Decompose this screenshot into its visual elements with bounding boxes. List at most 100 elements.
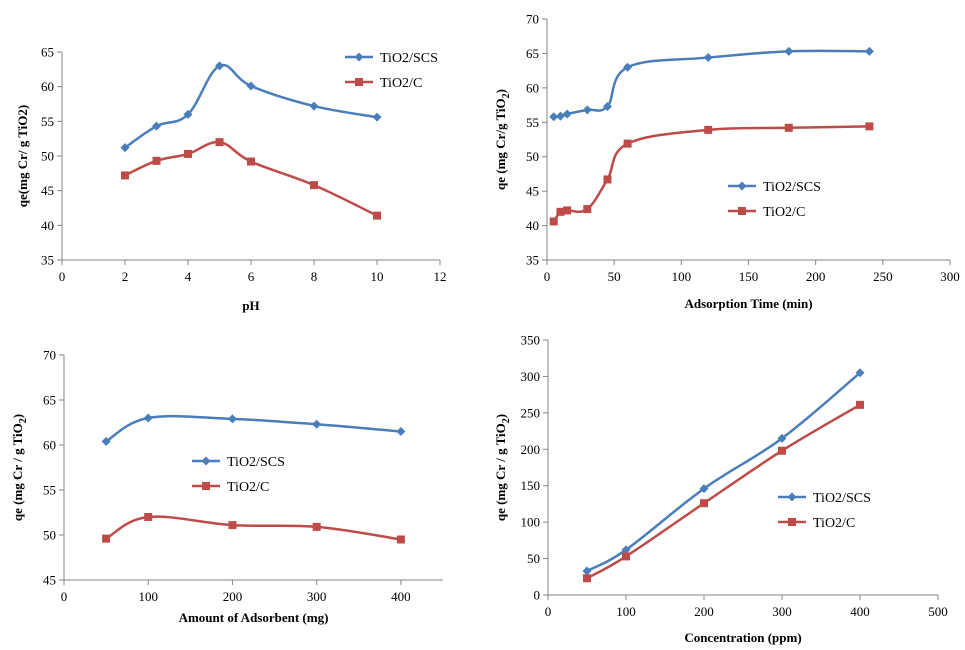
data-point <box>864 46 874 56</box>
y-tick-label: 250 <box>521 405 541 420</box>
y-tick-label: 55 <box>43 483 56 498</box>
chart-ph: 35 40 45 50 55 60 65 0 2 4 6 8 10 12 pH qe(mg Cr/ g TiO… <box>15 45 447 314</box>
series-tio2-scs <box>582 368 865 576</box>
data-point <box>184 149 192 158</box>
chart-conc: 0 50 100 150 200 250 300 350 0 100 200 300 400 500 Con… <box>493 333 948 646</box>
data-point <box>183 109 193 119</box>
y-tick-label: 55 <box>41 114 54 129</box>
data-point <box>583 205 592 214</box>
data-point <box>778 446 786 455</box>
x-tick-label: 200 <box>223 589 243 604</box>
data-point <box>583 574 591 583</box>
data-point <box>312 522 321 531</box>
y-tick-label: 300 <box>521 369 541 384</box>
x-tick-label: 50 <box>608 269 621 284</box>
data-point <box>310 181 318 190</box>
x-tick-label: 200 <box>694 604 714 619</box>
series-tio2-scs <box>549 46 874 122</box>
data-point <box>602 101 612 111</box>
series-line <box>586 371 861 573</box>
y-tick-label: 45 <box>41 183 54 198</box>
chart-time: 35 40 45 50 55 60 65 70 0 50 100 150 200 250 300 Adsorp… <box>493 12 960 312</box>
x-tick-label: 4 <box>185 269 192 284</box>
y-tick-label: 100 <box>521 515 541 530</box>
data-point <box>582 105 592 115</box>
legend-label: TiO2/C <box>227 480 269 495</box>
y-tick-label: 200 <box>521 442 541 457</box>
y-tick-label: 60 <box>526 80 539 95</box>
data-point <box>144 513 153 521</box>
x-tick-label: 400 <box>391 589 411 604</box>
legend-label: TiO2/C <box>763 205 805 220</box>
x-tick-label: 250 <box>873 269 893 284</box>
y-tick-label: 40 <box>526 218 539 233</box>
y-axis-label-main: qe (mg Cr/g TiO <box>493 98 508 190</box>
data-point <box>373 211 381 220</box>
y-axis-label-end: ) <box>493 414 508 418</box>
legend-label: TiO2/SCS <box>813 491 871 506</box>
legend-marker <box>737 181 747 191</box>
legend-marker <box>201 456 211 466</box>
data-point <box>152 156 161 165</box>
legend-label: TiO2/C <box>813 516 855 531</box>
data-point <box>563 206 572 215</box>
x-tick-label: 400 <box>850 604 870 619</box>
x-tick-label: 6 <box>248 269 255 284</box>
y-tick-label: 0 <box>534 588 541 603</box>
y-tick-label: 50 <box>526 149 539 164</box>
y-tick-label: 50 <box>41 149 54 164</box>
data-point <box>215 138 224 147</box>
series-line <box>124 140 378 217</box>
series-tio2-c <box>102 513 405 544</box>
data-point <box>215 61 224 71</box>
series-tio2-c <box>583 400 864 583</box>
legend-marker <box>787 492 797 502</box>
series-line <box>552 125 870 223</box>
x-tick-label: 8 <box>311 269 318 284</box>
y-tick-label: 65 <box>43 393 56 408</box>
x-tick-label: 150 <box>739 269 759 284</box>
data-point <box>562 109 572 119</box>
y-axis-label-subscript: 2 <box>501 93 512 98</box>
x-tick-label: 0 <box>545 604 552 619</box>
x-axis-label: Amount of Adsorbent (mg) <box>179 610 329 625</box>
y-tick-label: 55 <box>526 115 539 130</box>
legend-marker <box>355 78 363 86</box>
x-tick-label: 100 <box>672 269 692 284</box>
data-point <box>777 433 787 443</box>
legend-label: TiO2/SCS <box>227 455 285 470</box>
series-tio2-c <box>549 122 874 226</box>
y-tick-label: 50 <box>43 528 56 543</box>
y-tick-label: 65 <box>526 46 539 61</box>
data-point <box>703 53 713 63</box>
y-tick-label: 35 <box>41 253 54 268</box>
data-point <box>143 413 153 423</box>
x-tick-label: 300 <box>772 604 792 619</box>
x-tick-label: 100 <box>138 589 158 604</box>
legend: TiO2/SCS TiO2/C <box>728 180 821 220</box>
y-axis-label: qe (mg Cr / g TiO2) <box>10 414 29 521</box>
series-tio2-scs <box>101 413 406 446</box>
data-point <box>228 521 237 530</box>
series-tio2-c <box>121 138 381 220</box>
y-axis-label-end: ) <box>10 414 25 418</box>
y-axis-label: qe (mg Cr/g TiO2) <box>493 89 512 190</box>
x-tick-label: 12 <box>434 269 447 284</box>
data-point <box>152 121 161 131</box>
x-tick-label: 100 <box>616 604 636 619</box>
y-axis-label-end: ) <box>493 89 508 93</box>
x-tick-label: 2 <box>122 269 129 284</box>
x-tick-label: 300 <box>940 269 960 284</box>
y-tick-label: 40 <box>41 218 54 233</box>
y-axis-label-main: qe (mg Cr / g TiO <box>493 423 508 521</box>
data-point <box>312 419 322 429</box>
data-point <box>784 46 794 56</box>
data-point <box>623 139 632 148</box>
y-axis-label-main: qe(mg Cr/ g TiO2) <box>15 105 30 207</box>
y-tick-label: 150 <box>521 478 541 493</box>
data-point <box>396 535 405 544</box>
x-tick-label: 200 <box>806 269 826 284</box>
data-point <box>704 125 713 134</box>
y-tick-label: 65 <box>41 45 54 60</box>
x-tick-label: 0 <box>61 589 68 604</box>
